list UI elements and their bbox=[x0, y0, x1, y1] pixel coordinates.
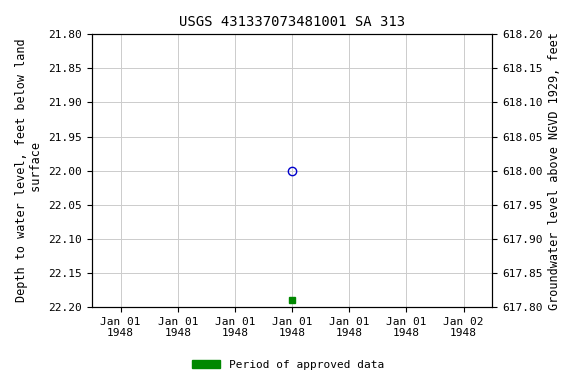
Title: USGS 431337073481001 SA 313: USGS 431337073481001 SA 313 bbox=[179, 15, 405, 29]
Legend: Period of approved data: Period of approved data bbox=[188, 356, 388, 375]
Y-axis label: Depth to water level, feet below land
 surface: Depth to water level, feet below land su… bbox=[15, 39, 43, 303]
Y-axis label: Groundwater level above NGVD 1929, feet: Groundwater level above NGVD 1929, feet bbox=[548, 32, 561, 310]
